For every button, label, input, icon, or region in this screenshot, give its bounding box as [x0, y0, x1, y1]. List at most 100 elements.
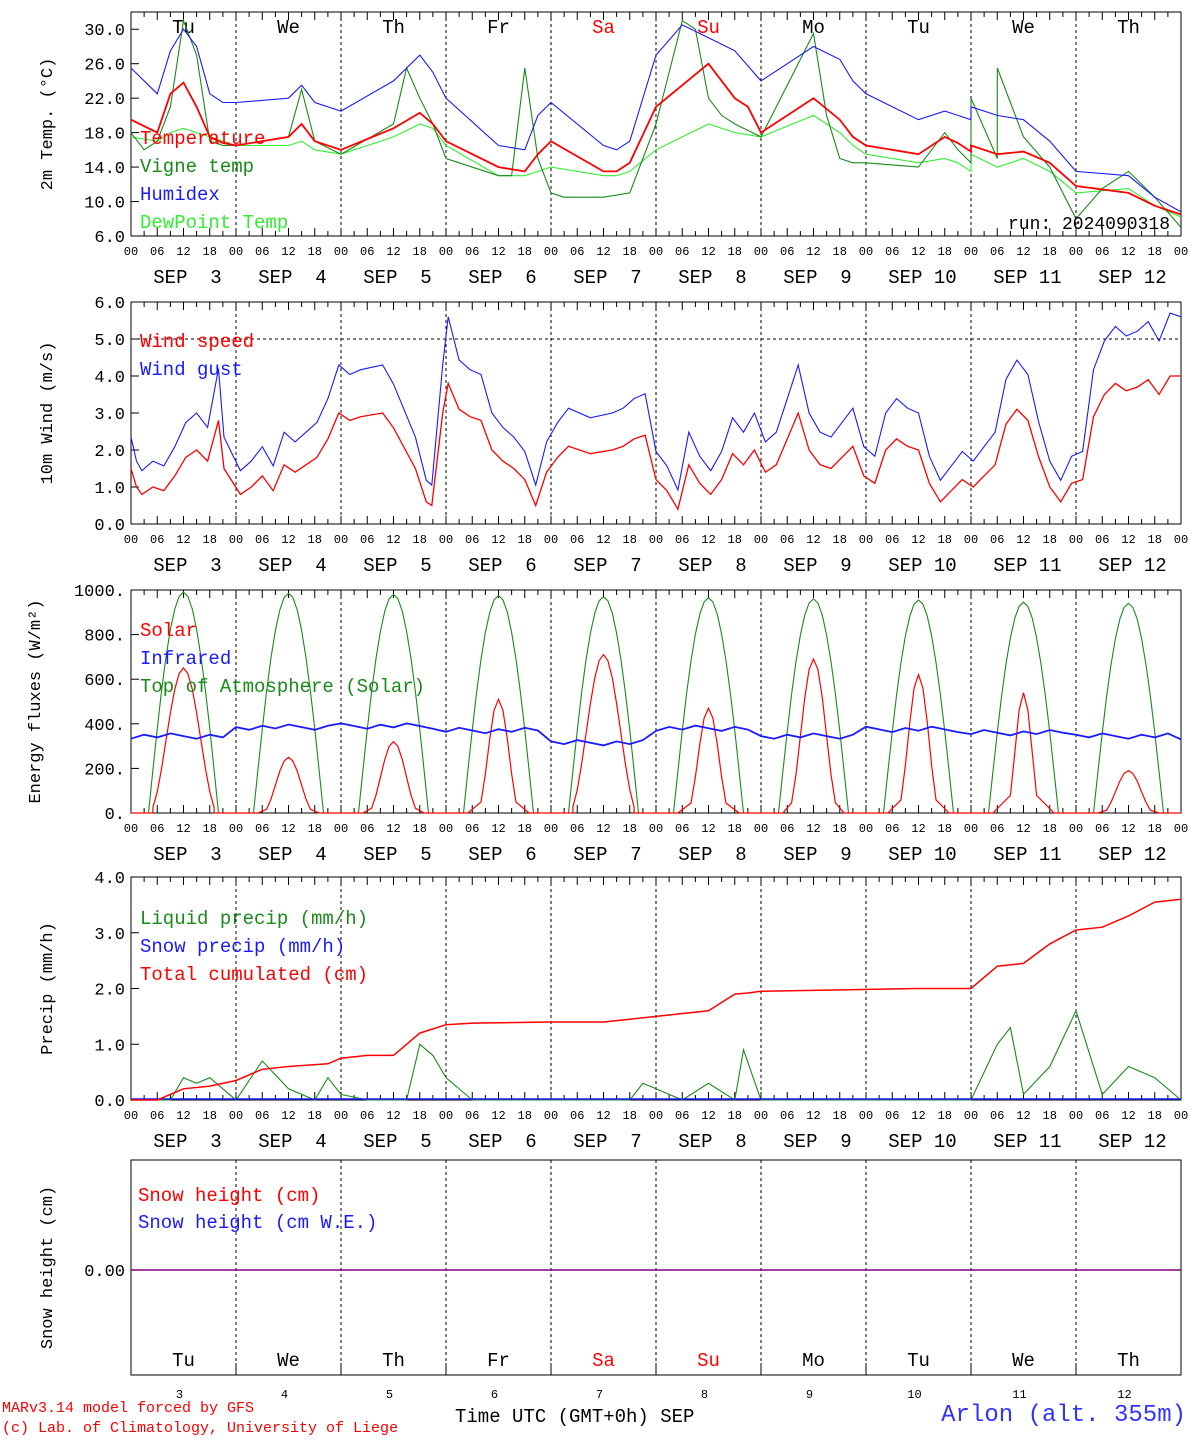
hour-tick-label: 12	[1121, 1109, 1135, 1123]
hour-tick-label: 18	[518, 822, 532, 836]
y-tick-label: 2.0	[94, 443, 125, 462]
weekday-label: We	[277, 1350, 300, 1372]
hour-tick-label: 06	[255, 245, 269, 259]
hour-tick-label: 00	[859, 533, 873, 547]
day-number: 7	[596, 1388, 603, 1402]
y-tick-label: 800.	[84, 628, 125, 647]
legend-entry: Wind gust	[140, 359, 243, 381]
hour-tick-label: 12	[701, 1109, 715, 1123]
date-label: SEP 12	[1098, 844, 1166, 866]
hour-tick-label: 18	[203, 533, 217, 547]
hour-tick-label: 18	[518, 1109, 532, 1123]
weekday-label: Th	[382, 1350, 405, 1372]
hour-tick-label: 12	[281, 1109, 295, 1123]
legend-entry: Snow height (cm W.E.)	[138, 1212, 377, 1234]
y-tick-label: 400.	[84, 717, 125, 736]
y-axis-label: Snow height (cm)	[39, 1186, 58, 1349]
hour-tick-label: 00	[544, 533, 558, 547]
series-toa	[882, 599, 955, 814]
hour-tick-label: 06	[1095, 822, 1109, 836]
hour-tick-label: 00	[649, 245, 663, 259]
hour-tick-label: 12	[806, 1109, 820, 1123]
hour-tick-label: 00	[544, 822, 558, 836]
weekday-label: Th	[382, 17, 405, 39]
hour-tick-label: 06	[570, 1109, 584, 1123]
hour-tick-label: 18	[413, 245, 427, 259]
hour-tick-label: 06	[990, 1109, 1004, 1123]
hour-tick-label: 06	[1095, 1109, 1109, 1123]
hour-tick-label: 00	[544, 1109, 558, 1123]
hour-tick-label: 06	[675, 822, 689, 836]
hour-tick-label: 18	[1148, 1109, 1162, 1123]
hour-tick-label: 06	[150, 533, 164, 547]
y-tick-label: 3.0	[94, 926, 125, 945]
hour-tick-label: 12	[911, 245, 925, 259]
hour-tick-label: 12	[176, 1109, 190, 1123]
series-lightgreen	[130, 114, 1182, 218]
hour-tick-label: 00	[124, 1109, 138, 1123]
hour-tick-label: 12	[1121, 822, 1135, 836]
panel-4	[130, 876, 1182, 1101]
hour-tick-label: 18	[1043, 1109, 1057, 1123]
legend-entry: Temperature	[140, 128, 265, 150]
weekday-label: Mo	[802, 1350, 825, 1372]
hour-tick-label: 12	[176, 533, 190, 547]
hour-tick-label: 06	[885, 533, 899, 547]
hour-tick-label: 00	[754, 822, 768, 836]
weekday-label: Tu	[907, 1350, 930, 1372]
hour-tick-label: 00	[964, 822, 978, 836]
hour-tick-label: 06	[255, 822, 269, 836]
date-label: SEP 10	[888, 267, 956, 289]
date-label: SEP 7	[573, 267, 641, 289]
series-toa	[1092, 602, 1165, 814]
date-label: SEP 12	[1098, 267, 1166, 289]
legend-entry: Snow height (cm)	[138, 1185, 320, 1207]
hour-tick-label: 06	[465, 822, 479, 836]
hour-tick-label: 00	[439, 245, 453, 259]
hour-tick-label: 00	[649, 822, 663, 836]
hour-tick-label: 12	[281, 533, 295, 547]
day-number: 8	[701, 1388, 708, 1402]
hour-tick-label: 00	[649, 533, 663, 547]
hour-tick-label: 06	[570, 245, 584, 259]
hour-tick-label: 18	[518, 245, 532, 259]
hour-tick-label: 06	[780, 1109, 794, 1123]
hour-tick-label: 06	[780, 245, 794, 259]
hour-tick-label: 12	[701, 245, 715, 259]
date-label: SEP 10	[888, 555, 956, 577]
lab-credit: (c) Lab. of Climatology, University of L…	[2, 1420, 399, 1437]
series-toa	[147, 591, 220, 814]
hour-tick-label: 18	[938, 1109, 952, 1123]
date-label: SEP 6	[468, 1131, 536, 1153]
weekday-label: Fr	[487, 1350, 510, 1372]
hour-tick-label: 18	[623, 533, 637, 547]
date-label: SEP 10	[888, 844, 956, 866]
hour-tick-label: 12	[806, 245, 820, 259]
hour-tick-label: 06	[360, 533, 374, 547]
model-credit: MARv3.14 model forced by GFS	[2, 1400, 255, 1417]
hour-tick-label: 06	[255, 533, 269, 547]
y-tick-label: 0.0	[94, 1093, 125, 1112]
legend-entry: Liquid precip (mm/h)	[140, 908, 368, 930]
y-tick-label: 6.0	[94, 229, 125, 248]
hour-tick-label: 12	[386, 533, 400, 547]
y-tick-label: 22.0	[84, 91, 125, 110]
hour-tick-label: 00	[1174, 822, 1188, 836]
hour-tick-label: 18	[1148, 245, 1162, 259]
hour-tick-label: 12	[491, 245, 505, 259]
series-liquid	[131, 1009, 1182, 1101]
weekday-label: Tu	[172, 1350, 195, 1372]
hour-tick-label: 00	[1069, 245, 1083, 259]
y-tick-label: 1.0	[94, 1037, 125, 1056]
hour-tick-label: 00	[964, 533, 978, 547]
weekday-label: Th	[1117, 1350, 1140, 1372]
hour-tick-label: 00	[754, 533, 768, 547]
date-label: SEP 6	[468, 267, 536, 289]
weekday-label: Su	[697, 1350, 720, 1372]
series-total-cumulated	[131, 898, 1182, 1101]
weekday-label: Fr	[487, 17, 510, 39]
hour-tick-label: 12	[806, 533, 820, 547]
hour-tick-label: 00	[334, 822, 348, 836]
y-tick-label: 600.	[84, 672, 125, 691]
